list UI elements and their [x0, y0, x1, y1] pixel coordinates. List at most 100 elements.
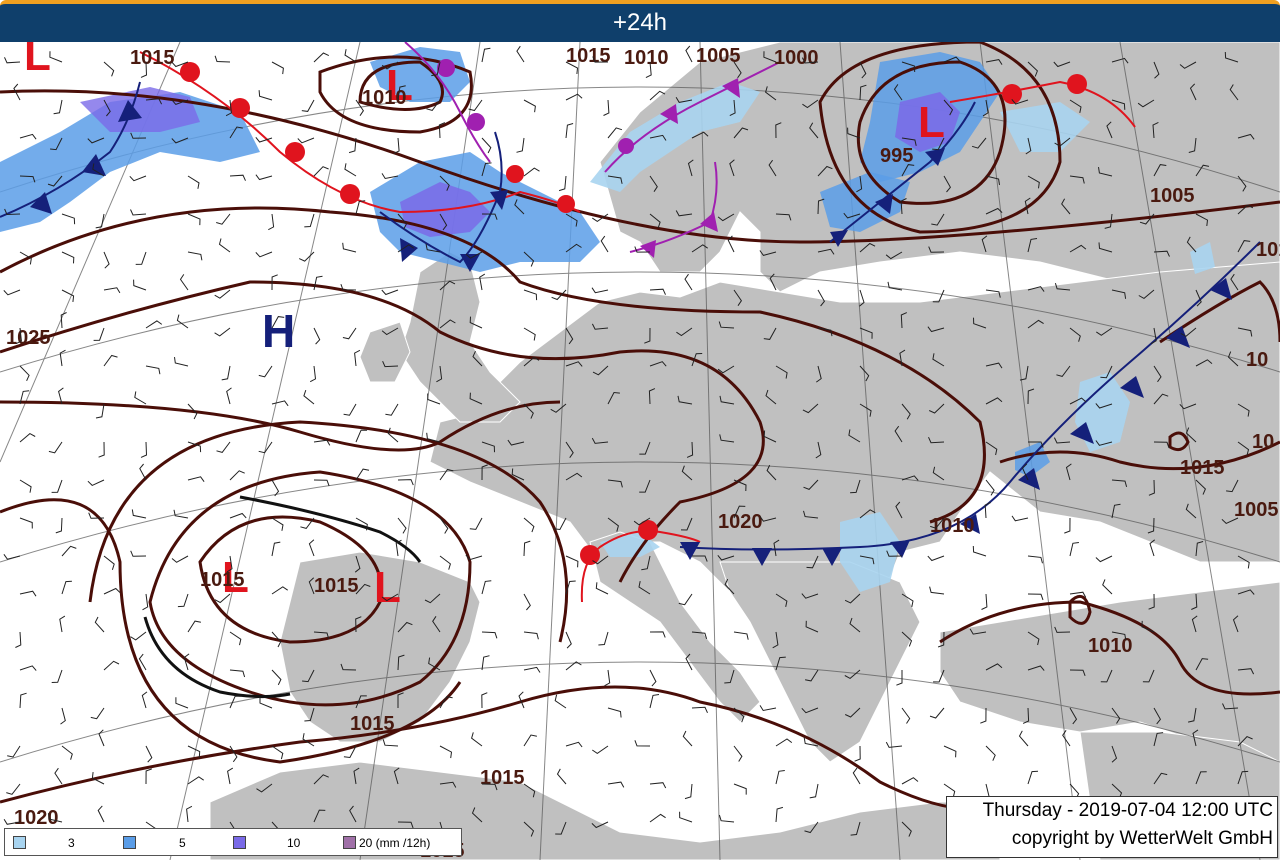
wind-barb — [304, 707, 315, 722]
wind-barb — [894, 425, 903, 443]
wind-barb — [775, 365, 788, 379]
wind-barb — [3, 554, 21, 560]
wind-barb — [932, 353, 945, 367]
wind-barb — [439, 781, 457, 788]
legend-label: 5 — [179, 836, 186, 850]
wind-barb — [649, 175, 658, 192]
wind-barb — [516, 45, 525, 63]
warm-front-bump — [638, 520, 658, 540]
wind-barb — [140, 441, 148, 458]
wind-barb — [844, 707, 861, 718]
wind-barb — [271, 274, 278, 291]
wind-barb — [1100, 669, 1113, 683]
wind-barb — [393, 137, 400, 155]
cold-front-tri — [960, 514, 980, 534]
wind-barb — [313, 774, 329, 785]
graticule-line — [839, 42, 901, 860]
wind-barb — [850, 479, 861, 494]
wind-barb — [773, 539, 780, 557]
wind-barb — [1011, 98, 1029, 105]
land-central-europe — [429, 261, 1280, 683]
wind-barb — [135, 251, 147, 265]
wind-barb — [354, 349, 361, 367]
wind-barb — [439, 696, 453, 709]
isobar — [856, 60, 1007, 205]
wind-barb — [481, 655, 490, 671]
wind-barb — [733, 61, 742, 79]
wind-barb — [1025, 137, 1032, 155]
wind-barb — [472, 350, 483, 367]
wind-barb — [61, 545, 77, 557]
wind-barb — [802, 99, 819, 109]
isobar-label: 1010 — [930, 515, 975, 537]
wind-barb — [302, 669, 315, 683]
wind-barb — [397, 621, 413, 633]
wind-barb — [304, 213, 315, 228]
wind-barb — [929, 707, 945, 719]
wind-barb — [645, 61, 652, 79]
wind-barb — [592, 555, 609, 565]
cold-fronts — [0, 81, 1261, 566]
wind-barb — [140, 61, 148, 78]
wind-barb — [982, 99, 989, 117]
wind-barb — [719, 395, 735, 405]
wind-barb — [556, 768, 567, 785]
legend-item: 20 (mm /12h) — [343, 836, 461, 850]
wind-barb — [353, 767, 360, 785]
wind-barb — [717, 554, 735, 561]
wind-barb — [354, 555, 361, 573]
wind-barb — [1185, 503, 1197, 519]
wind-barb — [50, 137, 63, 151]
wind-barb — [313, 52, 330, 63]
land-iberia — [279, 551, 481, 743]
wind-barb — [592, 365, 609, 376]
synoptic-map: L L L H L L 1015 1010 1015 1010 1005 100… — [0, 42, 1280, 860]
precip-area — [820, 172, 910, 232]
wind-barb — [1195, 359, 1213, 367]
wind-barb — [1150, 327, 1157, 345]
wind-barb — [1027, 175, 1040, 189]
wind-barb — [1027, 770, 1039, 785]
wind-barb — [719, 434, 735, 443]
cold-front-line — [379, 131, 503, 264]
cold-front-line — [679, 241, 1261, 551]
wind-barb — [691, 353, 703, 367]
wind-barb — [103, 251, 110, 269]
wind-barb — [901, 777, 919, 785]
wind-barb — [1187, 707, 1197, 723]
wind-barb — [717, 365, 735, 374]
wind-barb — [1186, 236, 1197, 253]
wind-barb — [1237, 668, 1255, 675]
wind-barb — [7, 745, 21, 758]
isobar-label: 10 — [1252, 431, 1274, 453]
wind-barb — [985, 362, 1003, 369]
wind-barb — [523, 540, 531, 557]
wind-barb — [848, 429, 861, 443]
wind-barb — [1069, 669, 1086, 676]
wind-barb — [1095, 440, 1113, 446]
graticule-line — [1119, 42, 1261, 860]
wind-barb — [681, 465, 693, 481]
warm-front-bump — [1002, 84, 1022, 104]
wind-barb — [859, 327, 873, 339]
wind-barb — [271, 61, 284, 75]
wind-barb — [929, 586, 945, 595]
low-pressure-symbol: L — [222, 553, 249, 602]
wind-barb — [343, 745, 357, 759]
wind-barb — [928, 403, 945, 414]
wind-barb — [175, 697, 189, 709]
wind-barb — [899, 349, 906, 367]
wind-barb — [428, 657, 441, 671]
wind-barb — [763, 51, 777, 63]
wind-barb — [850, 821, 861, 836]
wind-barb — [48, 441, 63, 454]
wind-barb — [901, 593, 914, 607]
precip-area — [590, 82, 760, 192]
wind-barb — [465, 554, 483, 561]
occluded-front-line — [404, 42, 491, 163]
wind-barb — [1095, 403, 1113, 409]
wind-barb — [381, 173, 399, 180]
wind-barb — [649, 669, 657, 687]
wind-barb — [893, 84, 903, 101]
wind-barb — [1111, 99, 1126, 110]
